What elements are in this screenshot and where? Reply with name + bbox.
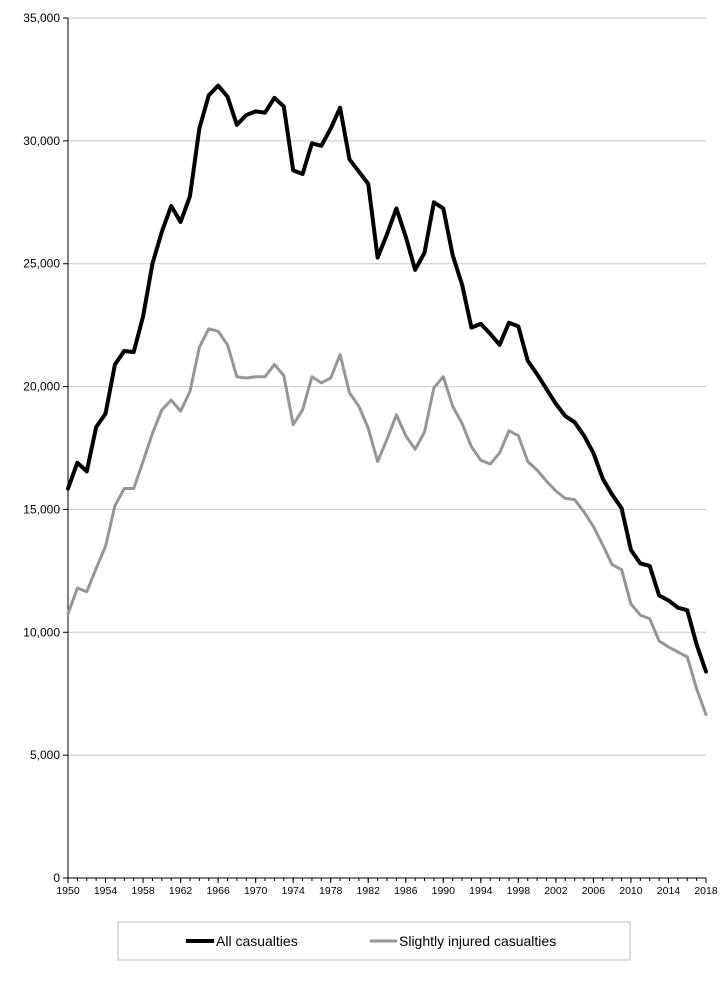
x-tick-label: 2006 xyxy=(582,885,606,897)
x-tick-label: 1998 xyxy=(507,885,531,897)
y-tick-label: 20,000 xyxy=(23,380,60,394)
x-tick-label: 1978 xyxy=(319,885,343,897)
x-tick-label: 1954 xyxy=(94,885,118,897)
legend-label-slightly-injured: Slightly injured casualties xyxy=(399,933,556,949)
y-axis: 0 5,000 10,000 15,000 20,000 25,000 30,000 35,0… xyxy=(23,11,69,885)
y-tick-label: 35,000 xyxy=(23,11,60,25)
x-tick-label: 1958 xyxy=(131,885,155,897)
x-tick-label: 1982 xyxy=(357,885,381,897)
series-line-all-casualties xyxy=(66,83,708,674)
legend-label-all-casualties: All casualties xyxy=(216,933,298,949)
x-tick-label: 2002 xyxy=(544,885,568,897)
x-tick-label: 1950 xyxy=(56,885,80,897)
x-tick-label: 1962 xyxy=(169,885,193,897)
x-tick-label: 1990 xyxy=(432,885,456,897)
x-tick-label: 1970 xyxy=(244,885,268,897)
x-tick-label: 2014 xyxy=(657,885,681,897)
gridlines xyxy=(68,17,706,756)
series-line-slightly-injured xyxy=(66,327,708,717)
x-axis: 1950 1954 1958 1962 1966 1970 1974 1978 1982 1986… xyxy=(56,877,718,897)
y-tick-label: 5,000 xyxy=(30,748,60,762)
x-tick-label: 1974 xyxy=(281,885,305,897)
x-tick-label: 1966 xyxy=(206,885,230,897)
x-tick-label: 2018 xyxy=(694,885,718,897)
y-tick-label: 25,000 xyxy=(23,257,60,271)
x-tick-label: 1986 xyxy=(394,885,418,897)
x-tick-label: 2010 xyxy=(619,885,643,897)
legend: All casualties Slightly injured casualti… xyxy=(117,921,631,961)
series-lines xyxy=(66,83,708,717)
x-tick-label: 1994 xyxy=(469,885,493,897)
y-tick-label: 30,000 xyxy=(23,134,60,148)
y-tick-label: 15,000 xyxy=(23,502,60,516)
y-tick-label: 0 xyxy=(53,871,60,885)
y-tick-label: 10,000 xyxy=(23,625,60,639)
